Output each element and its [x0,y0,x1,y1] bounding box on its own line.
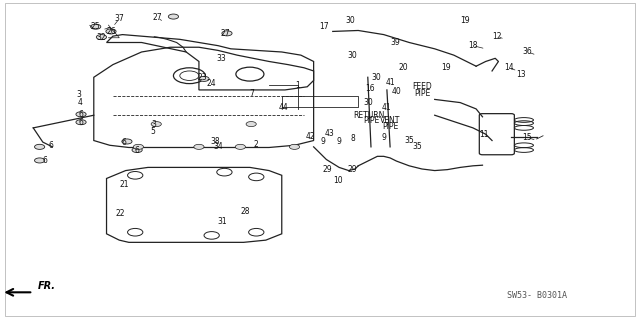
Circle shape [35,144,45,149]
Text: 31: 31 [218,217,227,226]
Text: 10: 10 [333,175,342,185]
Text: 37: 37 [115,14,124,23]
Text: 17: 17 [319,22,329,31]
Text: 6: 6 [79,110,83,119]
Text: 36: 36 [523,48,532,56]
Circle shape [35,158,45,163]
Circle shape [194,144,204,149]
Text: 6: 6 [49,141,54,150]
Text: 6: 6 [79,118,83,127]
Text: 27: 27 [221,28,230,38]
Text: 33: 33 [216,54,226,63]
Circle shape [151,122,161,127]
Text: 6: 6 [42,156,47,165]
Circle shape [97,34,106,40]
Text: 4: 4 [77,98,82,107]
Text: FR.: FR. [38,281,56,291]
Text: 32: 32 [97,33,106,41]
Text: 12: 12 [492,32,502,41]
Circle shape [106,29,116,34]
Text: 38: 38 [210,137,220,146]
Circle shape [133,144,143,149]
Circle shape [222,31,232,36]
Circle shape [289,144,300,149]
Text: 8: 8 [351,134,355,143]
Text: PIPE: PIPE [382,122,398,131]
Text: 14: 14 [504,63,514,72]
Circle shape [91,24,100,29]
Text: 9: 9 [321,137,326,146]
Text: 21: 21 [120,180,129,189]
Text: 27: 27 [153,13,163,22]
Text: 1: 1 [295,81,300,90]
Text: 26: 26 [106,27,116,36]
Text: 30: 30 [363,98,372,107]
Text: 7: 7 [250,89,254,98]
Text: 30: 30 [371,73,381,82]
Text: 20: 20 [398,63,408,72]
Text: 40: 40 [392,87,401,96]
Text: 24: 24 [207,79,216,88]
Circle shape [236,144,246,149]
Text: 25: 25 [91,22,100,31]
Text: 29: 29 [348,166,357,174]
Text: VENT: VENT [380,116,400,125]
Text: 6: 6 [122,137,127,147]
Circle shape [76,112,86,117]
Text: 19: 19 [442,63,451,72]
Text: 29: 29 [323,166,332,174]
Circle shape [76,120,86,125]
Text: 6: 6 [134,146,140,155]
Text: 5: 5 [150,127,155,136]
Circle shape [246,122,256,127]
Circle shape [199,76,209,81]
Text: 41: 41 [382,103,392,112]
Text: 44: 44 [278,103,288,112]
Text: RETURN: RETURN [353,111,385,120]
Text: 35: 35 [412,142,422,151]
Text: 11: 11 [479,130,489,139]
Text: 19: 19 [460,16,470,25]
Text: 18: 18 [468,41,477,50]
Text: FEED: FEED [412,82,432,91]
Text: PIPE: PIPE [414,89,430,98]
Circle shape [132,147,142,152]
Text: 34: 34 [213,142,223,151]
Text: SW53- B0301A: SW53- B0301A [507,291,566,300]
Text: 41: 41 [385,78,395,86]
Text: 3: 3 [77,90,81,99]
Text: 9: 9 [337,137,342,146]
Text: 30: 30 [347,51,356,60]
Text: 23: 23 [198,73,207,82]
Circle shape [168,14,179,19]
Text: 13: 13 [516,70,525,78]
Text: 16: 16 [365,84,374,93]
Text: 30: 30 [346,16,355,25]
Circle shape [122,139,132,144]
Text: 28: 28 [240,207,250,216]
Text: 9: 9 [381,133,386,142]
Text: 39: 39 [390,38,400,47]
Text: 15: 15 [522,133,532,142]
Text: PIPE: PIPE [363,116,379,125]
Text: 42: 42 [306,132,316,141]
Text: 2: 2 [254,140,259,149]
Text: 22: 22 [116,209,125,218]
Text: 35: 35 [404,136,414,145]
Text: 3: 3 [152,120,157,129]
Text: 43: 43 [324,129,335,138]
